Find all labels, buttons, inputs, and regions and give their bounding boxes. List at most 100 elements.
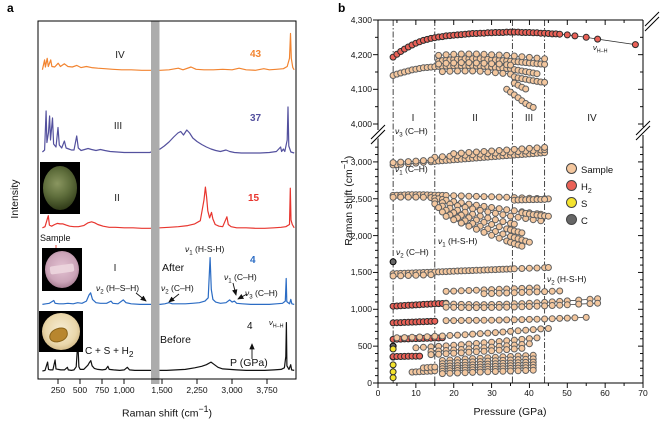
- panel-a-axis-break-bar: [151, 21, 160, 384]
- legend-item-s: S: [566, 197, 587, 210]
- nu-rest: (C–H): [402, 164, 428, 174]
- panel-a-spectra-group: [41, 32, 295, 384]
- nu1-ch-label-b: ν1 (C–H): [395, 164, 428, 177]
- legend-label-sub: 2: [587, 187, 592, 195]
- sample-photo-phase-iii: [40, 162, 80, 214]
- nu-glyph: ν: [269, 318, 273, 327]
- a-xtick-500: 500: [72, 385, 88, 395]
- legend-label: Sample: [581, 165, 614, 176]
- legend-label: S: [581, 199, 588, 210]
- b-xtick-10: 10: [411, 388, 421, 398]
- b-xtick-50: 50: [562, 388, 572, 398]
- c-marker-icon: [566, 214, 577, 225]
- nu-hh-label-a: νH–H: [269, 318, 284, 330]
- region-label-i: I: [411, 113, 415, 124]
- nu3-ch-arrow: [237, 293, 248, 300]
- nu-sub: 1: [399, 169, 403, 177]
- after-label: After: [162, 262, 185, 274]
- p-gpa-label: P (GPa): [230, 357, 268, 369]
- panel-b-x-axis-title: Pressure (GPa): [473, 406, 547, 418]
- b-ytick-3000: 3,000: [350, 157, 372, 167]
- x-title-pre: Raman shift (cm: [122, 407, 199, 420]
- nu-rest: (H-S-H): [192, 244, 225, 254]
- mixture-label: C + S + H2: [85, 346, 134, 359]
- a-xtick-750: 750: [94, 385, 110, 395]
- a-xtick-1000: 1,000: [113, 385, 135, 395]
- x-title-sup: −1: [198, 404, 209, 414]
- nu1-hsh-label-a: ν1 (H-S-H): [185, 244, 225, 257]
- nu3-ch-label-b: ν3 (C–H): [395, 126, 428, 139]
- nu1-ch-arrow: [232, 282, 238, 296]
- b-xtick-30: 30: [487, 388, 497, 398]
- b-ytick-500: 500: [357, 341, 372, 351]
- sample-label: Sample: [40, 233, 71, 243]
- nu-glyph: ν: [396, 247, 401, 257]
- mixture-sub: 2: [128, 349, 134, 359]
- b-ytick-4300: 4,300: [350, 15, 372, 25]
- panel-b-axis-break-marks: [369, 11, 661, 145]
- nu-rest: (H-S-H): [554, 274, 587, 284]
- nu-sub: 3: [399, 131, 403, 139]
- sample-photo-before: [39, 311, 83, 352]
- b-xtick-0: 0: [375, 388, 381, 398]
- b-ytick-2500: 2,500: [350, 194, 372, 204]
- phase-label-ii: II: [114, 193, 120, 204]
- nu-sub: 1: [189, 249, 193, 257]
- s-marker-icon: [566, 197, 577, 208]
- sample-photo-phase-i: [42, 248, 82, 291]
- nu-sub: 2: [551, 279, 555, 287]
- nu-rest: (H-S-H): [445, 236, 478, 246]
- mixture-pre: C + S + H: [85, 346, 129, 357]
- h2-marker-icon: [566, 180, 577, 191]
- p-gpa-rest: (GPa): [236, 357, 268, 369]
- b-ytick-0: 0: [367, 378, 372, 388]
- pressure-15: 15: [248, 193, 260, 204]
- nu-sub: H–H: [596, 48, 608, 55]
- nu-glyph: ν: [395, 164, 400, 174]
- nu-rest: (C–H): [168, 283, 194, 293]
- nu-glyph: ν: [96, 283, 101, 293]
- pressure-4-after: 4: [250, 255, 256, 266]
- nu-glyph: ν: [161, 283, 166, 293]
- a-xtick-3000: 3,000: [221, 385, 243, 395]
- nu-sub: 2: [100, 288, 104, 296]
- region-label-ii: II: [472, 113, 478, 124]
- panel-a-letter: a: [7, 1, 14, 15]
- phase-label-iv: IV: [115, 50, 125, 61]
- b-ytick-1000: 1,000: [350, 304, 372, 314]
- nu-glyph: ν: [547, 274, 552, 284]
- nu-hh-label-b: νH–H: [593, 43, 608, 55]
- nu-rest: (C–H): [402, 126, 428, 136]
- nu-sub: 2: [165, 288, 169, 296]
- panel-b-scatter-group: [373, 19, 644, 388]
- b-ytick-2000: 2,000: [350, 231, 372, 241]
- nu2-ch-label-a: ν2 (C–H): [161, 283, 194, 296]
- panel-a-frame: [37, 20, 297, 380]
- a-xtick-2250: 2,250: [186, 385, 208, 395]
- nu-glyph: ν: [224, 272, 229, 282]
- nu-glyph: ν: [185, 244, 190, 254]
- nu2-hsh-arrow: [135, 292, 147, 302]
- region-label-iii: III: [524, 113, 534, 124]
- phase-label-iii: III: [113, 121, 123, 132]
- pressure-43: 43: [250, 49, 262, 60]
- b-xtick-40: 40: [524, 388, 534, 398]
- before-label: Before: [160, 334, 191, 346]
- nu-sub: 3: [249, 293, 253, 301]
- panel-b-letter: b: [338, 1, 346, 15]
- b-ytick-4200: 4,200: [350, 50, 372, 60]
- legend-item-c: C: [566, 214, 588, 227]
- legend-item-h2: H2: [566, 180, 592, 195]
- b-xtick-20: 20: [449, 388, 459, 398]
- nu1-ch-label-a: ν1 (C–H): [224, 272, 257, 285]
- nu-rest: (H–S–H): [103, 283, 140, 293]
- diamond-anvil-cell-view: [43, 166, 77, 210]
- nu-glyph: ν: [593, 43, 597, 52]
- legend-label: C: [581, 216, 588, 227]
- nu-sub: 1: [442, 241, 446, 249]
- nu1-hsh-label-b: ν1 (H-S-H): [438, 236, 478, 249]
- b-xtick-60: 60: [600, 388, 610, 398]
- nu-glyph: ν: [395, 126, 400, 136]
- pressure-37: 37: [250, 113, 262, 124]
